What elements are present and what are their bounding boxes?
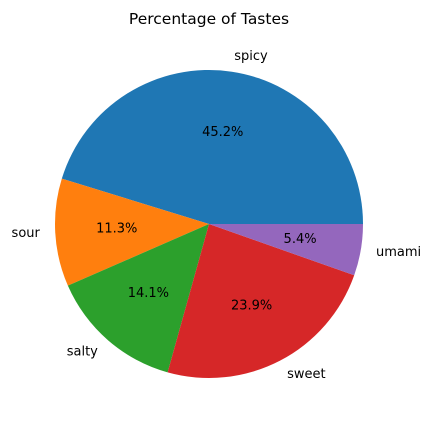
pie-slices xyxy=(55,70,363,379)
category-label-sweet: sweet xyxy=(287,367,326,382)
category-label-sour: sour xyxy=(12,226,41,241)
pie-slice-spicy xyxy=(61,70,363,225)
percentage-label-umami: 5.4% xyxy=(284,232,317,247)
category-label-salty: salty xyxy=(67,344,98,359)
category-label-spicy: spicy xyxy=(234,49,268,64)
percentage-label-spicy: 45.2% xyxy=(202,125,243,140)
percentage-labels: 45.2% 11.3% 14.1% 23.9% 5.4% xyxy=(96,125,316,313)
pie-slice-salty xyxy=(67,224,209,373)
percentage-label-salty: 14.1% xyxy=(128,286,169,301)
category-label-umami: umami xyxy=(376,245,421,260)
pie-slice-sweet xyxy=(167,224,355,379)
percentage-label-sour: 11.3% xyxy=(96,222,137,237)
percentage-label-sweet: 23.9% xyxy=(231,298,272,313)
pie-slice-umami xyxy=(209,224,363,276)
category-labels: spicy sour salty sweet umami xyxy=(12,49,422,382)
chart-title: Percentage of Tastes xyxy=(129,10,289,28)
pie-slice-sour xyxy=(55,178,209,286)
